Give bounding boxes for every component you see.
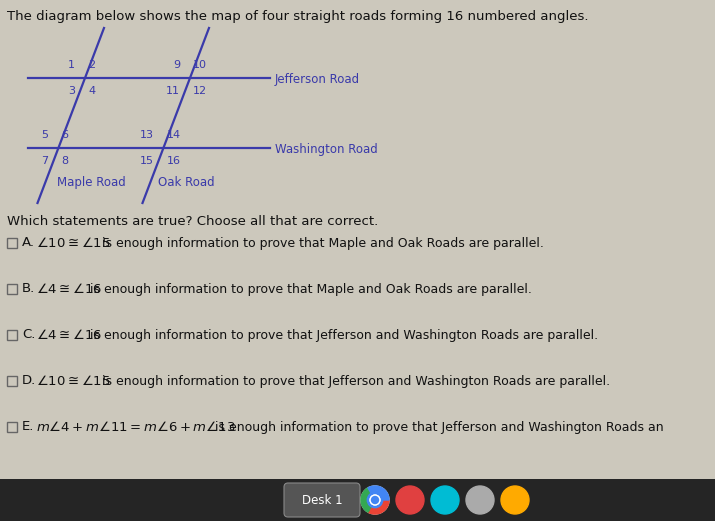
Text: Washington Road: Washington Road: [275, 143, 378, 155]
Text: 5: 5: [41, 130, 49, 140]
Text: $\angle 10 \cong \angle 15$: $\angle 10 \cong \angle 15$: [36, 236, 111, 250]
Text: B.: B.: [22, 282, 35, 295]
FancyBboxPatch shape: [284, 483, 360, 517]
Text: $\angle 4 \cong \angle 16$: $\angle 4 \cong \angle 16$: [36, 282, 102, 296]
Text: The diagram below shows the map of four straight roads forming 16 numbered angle: The diagram below shows the map of four …: [7, 10, 588, 23]
Circle shape: [370, 495, 380, 505]
Text: 1: 1: [68, 60, 75, 70]
Text: $m\angle 4 + m\angle 11 = m\angle 6 + m\angle 13$: $m\angle 4 + m\angle 11 = m\angle 6 + m\…: [36, 420, 235, 434]
Circle shape: [473, 492, 488, 507]
Text: 2: 2: [88, 60, 95, 70]
Circle shape: [372, 497, 378, 503]
Polygon shape: [368, 500, 389, 514]
FancyBboxPatch shape: [7, 238, 17, 248]
FancyBboxPatch shape: [7, 376, 17, 386]
Text: 7: 7: [41, 156, 49, 166]
Circle shape: [431, 486, 459, 514]
Circle shape: [361, 486, 389, 514]
Text: 11: 11: [166, 86, 180, 96]
Text: 4: 4: [88, 86, 95, 96]
Circle shape: [370, 495, 380, 505]
FancyBboxPatch shape: [7, 330, 17, 340]
Text: 9: 9: [173, 60, 180, 70]
Text: Oak Road: Oak Road: [159, 176, 215, 189]
Text: is enough information to prove that Maple and Oak Roads are parallel.: is enough information to prove that Mapl…: [86, 282, 532, 295]
Polygon shape: [368, 486, 389, 500]
Text: is enough information to prove that Jefferson and Washington Roads an: is enough information to prove that Jeff…: [211, 420, 664, 433]
Bar: [0, 479, 715, 521]
Text: C.: C.: [22, 329, 35, 341]
Circle shape: [501, 486, 529, 514]
Text: Which statements are true? Choose all that are correct.: Which statements are true? Choose all th…: [7, 215, 378, 228]
Text: Desk 1: Desk 1: [302, 493, 342, 506]
Text: is enough information to prove that Jefferson and Washington Roads are parallel.: is enough information to prove that Jeff…: [98, 375, 610, 388]
Circle shape: [438, 492, 453, 507]
Text: Maple Road: Maple Road: [57, 176, 126, 189]
Text: 13: 13: [139, 130, 154, 140]
Text: A.: A.: [22, 237, 35, 250]
Text: is enough information to prove that Jefferson and Washington Roads are parallel.: is enough information to prove that Jeff…: [86, 329, 598, 341]
Text: Jefferson Road: Jefferson Road: [275, 72, 360, 85]
FancyBboxPatch shape: [7, 422, 17, 432]
Text: D.: D.: [22, 375, 36, 388]
Text: 15: 15: [139, 156, 154, 166]
FancyBboxPatch shape: [7, 284, 17, 294]
Text: E.: E.: [22, 420, 34, 433]
Circle shape: [403, 492, 418, 507]
Text: $\angle 4 \cong \angle 16$: $\angle 4 \cong \angle 16$: [36, 328, 102, 342]
Circle shape: [466, 486, 494, 514]
Circle shape: [508, 492, 523, 507]
Text: 3: 3: [68, 86, 75, 96]
Text: 8: 8: [61, 156, 69, 166]
Text: 12: 12: [193, 86, 207, 96]
Text: 14: 14: [167, 130, 180, 140]
Polygon shape: [361, 488, 375, 512]
Text: 10: 10: [193, 60, 207, 70]
Text: $\angle 10 \cong \angle 15$: $\angle 10 \cong \angle 15$: [36, 374, 111, 388]
Text: 6: 6: [61, 130, 69, 140]
Circle shape: [396, 486, 424, 514]
Circle shape: [368, 492, 383, 507]
Text: is enough information to prove that Maple and Oak Roads are parallel.: is enough information to prove that Mapl…: [98, 237, 544, 250]
Text: 16: 16: [167, 156, 180, 166]
